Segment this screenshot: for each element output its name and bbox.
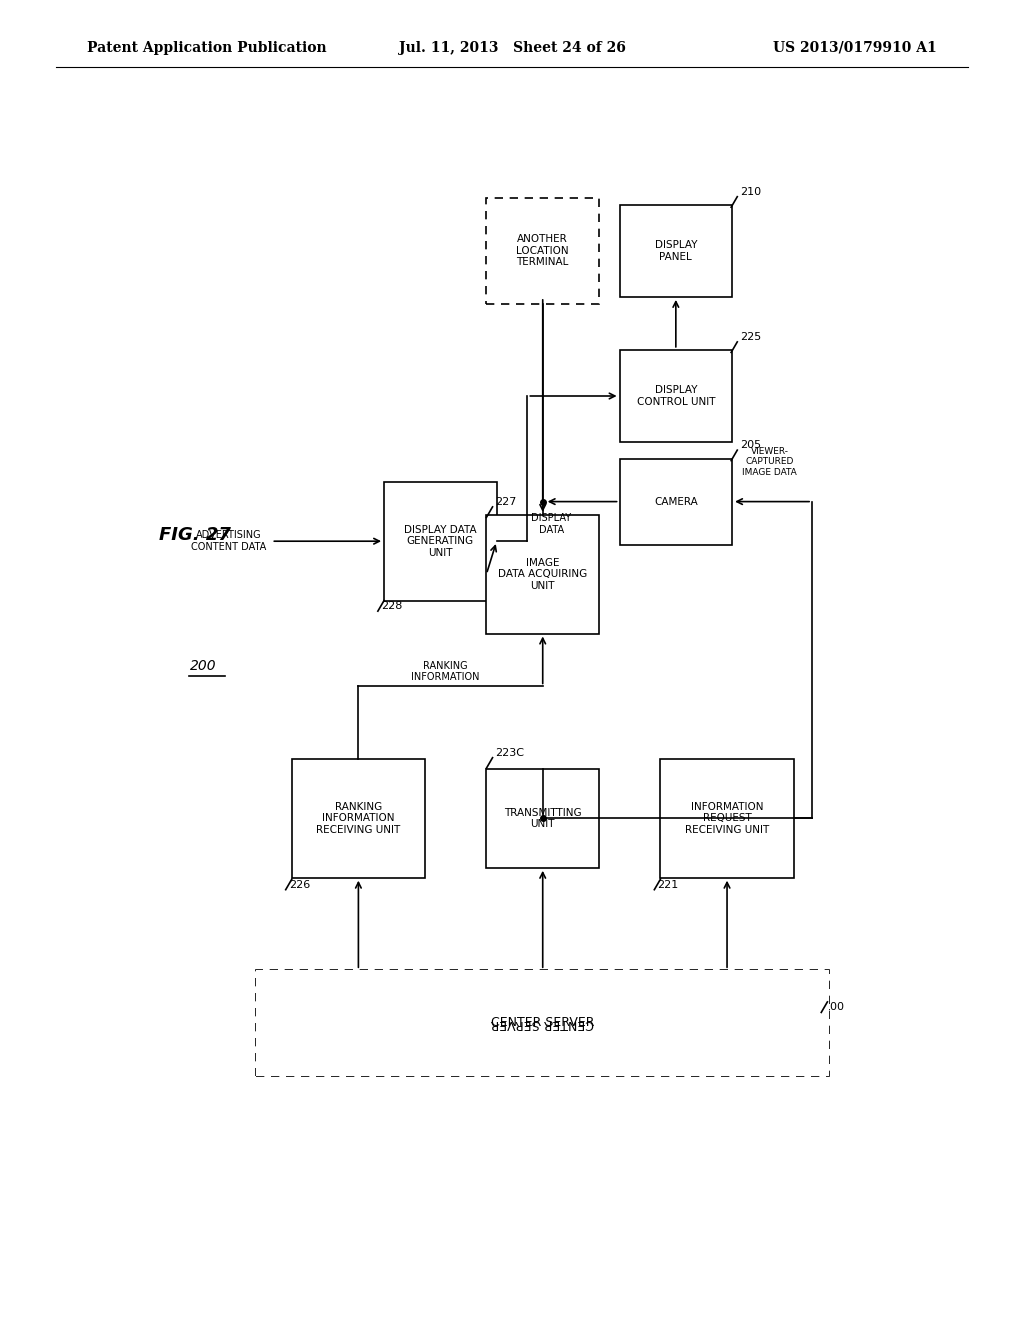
Bar xyxy=(620,350,732,442)
Bar xyxy=(256,970,829,1076)
Text: 221: 221 xyxy=(657,879,679,890)
Text: CENTER SERVER: CENTER SERVER xyxy=(490,1016,595,1030)
Text: DISPLAY
DATA: DISPLAY DATA xyxy=(531,513,571,535)
Text: 210: 210 xyxy=(740,186,762,197)
Text: 227: 227 xyxy=(496,496,517,507)
Text: DISPLAY
PANEL: DISPLAY PANEL xyxy=(654,240,697,261)
Text: TRANSMITTING
UNIT: TRANSMITTING UNIT xyxy=(504,808,582,829)
Text: RANKING
INFORMATION
RECEIVING UNIT: RANKING INFORMATION RECEIVING UNIT xyxy=(316,801,400,836)
Text: FIG. 27: FIG. 27 xyxy=(159,525,230,544)
Bar xyxy=(256,970,829,1076)
Bar xyxy=(486,198,599,304)
Text: 226: 226 xyxy=(289,879,310,890)
Text: ADVERTISING
CONTENT DATA: ADVERTISING CONTENT DATA xyxy=(191,531,266,552)
Text: 225: 225 xyxy=(740,331,762,342)
Text: IMAGE
DATA ACQUIRING
UNIT: IMAGE DATA ACQUIRING UNIT xyxy=(498,557,588,591)
Text: Patent Application Publication: Patent Application Publication xyxy=(87,41,327,54)
Text: US 2013/0179910 A1: US 2013/0179910 A1 xyxy=(773,41,937,54)
Bar xyxy=(620,205,732,297)
Bar xyxy=(486,768,599,869)
Bar xyxy=(292,759,425,878)
Text: DISPLAY DATA
GENERATING
UNIT: DISPLAY DATA GENERATING UNIT xyxy=(404,524,476,558)
Bar xyxy=(486,515,599,634)
Bar xyxy=(620,458,732,544)
Text: ANOTHER
LOCATION
TERMINAL: ANOTHER LOCATION TERMINAL xyxy=(516,234,569,268)
Bar xyxy=(384,482,497,601)
Text: CENTER SERVER: CENTER SERVER xyxy=(490,1016,595,1030)
Text: 100: 100 xyxy=(824,1002,846,1012)
Text: 200: 200 xyxy=(189,659,216,673)
Text: Jul. 11, 2013   Sheet 24 of 26: Jul. 11, 2013 Sheet 24 of 26 xyxy=(398,41,626,54)
Text: CAMERA: CAMERA xyxy=(654,496,697,507)
Text: 228: 228 xyxy=(381,601,402,611)
Text: DISPLAY
CONTROL UNIT: DISPLAY CONTROL UNIT xyxy=(637,385,715,407)
Text: 205: 205 xyxy=(740,440,762,450)
Text: RANKING
INFORMATION: RANKING INFORMATION xyxy=(412,661,479,682)
Bar xyxy=(660,759,794,878)
Text: 223C: 223C xyxy=(496,747,524,758)
Text: INFORMATION
REQUEST
RECEIVING UNIT: INFORMATION REQUEST RECEIVING UNIT xyxy=(685,801,769,836)
Text: VIEWER-
CAPTURED
IMAGE DATA: VIEWER- CAPTURED IMAGE DATA xyxy=(742,447,797,477)
